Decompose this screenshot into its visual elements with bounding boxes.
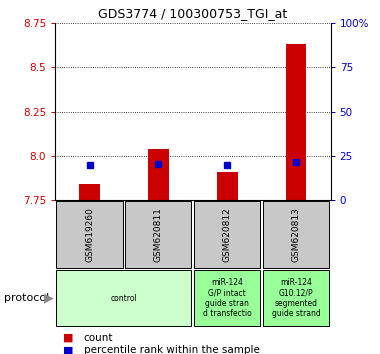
Bar (194, 201, 260, 268)
Bar (263, 270, 329, 326)
Text: count: count (84, 333, 113, 343)
Text: GSM620812: GSM620812 (223, 207, 232, 262)
Bar (57, 270, 192, 326)
Bar (125, 201, 192, 268)
Text: miR-124
G10.12/P
segmented
guide strand: miR-124 G10.12/P segmented guide strand (272, 278, 321, 318)
Bar (263, 201, 329, 268)
Text: control: control (111, 294, 137, 303)
Bar (286, 44, 307, 200)
Text: miR-124
G/P intact
guide stran
d transfectio: miR-124 G/P intact guide stran d transfe… (203, 278, 252, 318)
Bar (79, 184, 100, 200)
Bar (148, 149, 169, 200)
Bar (217, 172, 238, 200)
Bar (57, 201, 123, 268)
Text: GSM620813: GSM620813 (292, 207, 301, 262)
Text: GSM620811: GSM620811 (154, 207, 163, 262)
Text: ■: ■ (63, 346, 73, 354)
Text: protocol: protocol (4, 293, 49, 303)
Bar (194, 270, 260, 326)
Text: ■: ■ (63, 333, 73, 343)
Title: GDS3774 / 100300753_TGI_at: GDS3774 / 100300753_TGI_at (98, 7, 288, 21)
Text: percentile rank within the sample: percentile rank within the sample (84, 346, 260, 354)
Text: GSM619260: GSM619260 (85, 207, 94, 262)
Text: ▶: ▶ (44, 292, 53, 305)
